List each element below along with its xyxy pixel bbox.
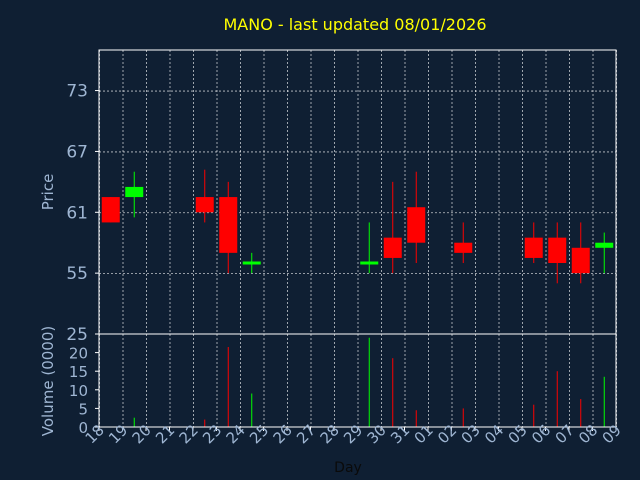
volume-tick-label: 5 [78, 400, 88, 418]
chart-title: MANO - last updated 08/01/2026 [223, 15, 486, 34]
x-tick-label: 02 [434, 421, 460, 447]
volume-tick-label: 15 [69, 363, 88, 381]
price-tick-label: 55 [66, 264, 88, 284]
candle-body [242, 261, 261, 265]
volume-axis-label: Volume (0000) [39, 326, 57, 436]
candle-body [595, 242, 614, 248]
x-axis-label: Day [334, 460, 362, 476]
x-tick-label: 30 [364, 421, 390, 447]
volume-tick-label: 0 [78, 419, 88, 437]
price-tick-label: 61 [66, 203, 88, 223]
x-tick-label: 26 [270, 421, 296, 447]
volume-tick-label: 20 [69, 345, 88, 363]
grid-layer [99, 50, 617, 427]
x-tick-label: 27 [293, 421, 319, 447]
price-axis-label: Price [39, 174, 57, 211]
price-tick-label: 67 [66, 142, 88, 162]
x-tick-label: 03 [458, 421, 484, 447]
x-tick-label: 06 [528, 421, 554, 447]
marks-layer [101, 169, 614, 427]
x-tick-label: 08 [575, 421, 601, 447]
x-tick-label: 05 [505, 421, 531, 447]
candle-body [407, 207, 426, 243]
candle-body [383, 237, 402, 258]
x-tick-label: 24 [223, 421, 249, 447]
x-tick-label: 19 [105, 421, 131, 447]
price-panel-frame [98, 49, 617, 335]
x-tick-label: 20 [129, 421, 155, 447]
x-tick-label: 22 [176, 421, 202, 447]
x-tick-label: 28 [317, 421, 343, 447]
candle-body [195, 197, 214, 213]
x-tick-label: 29 [340, 421, 366, 447]
candle-body [571, 247, 590, 274]
x-tick-label: 04 [481, 421, 507, 447]
x-tick-label: 23 [199, 421, 225, 447]
x-tick-label: 09 [599, 421, 625, 447]
candle-body [125, 186, 144, 198]
x-tick-label: 31 [387, 421, 413, 447]
candle-body [524, 237, 543, 258]
x-tick-label: 21 [152, 421, 178, 447]
x-tick-label: 01 [411, 421, 437, 447]
candle-body [360, 261, 379, 265]
volume-panel-frame [98, 333, 617, 428]
x-tick-label: 07 [552, 421, 578, 447]
candle-body [548, 237, 567, 263]
volume-tick-label: 25 [66, 325, 88, 345]
volume-tick-label: 10 [69, 382, 88, 400]
candle-body [219, 197, 238, 253]
candle-body [454, 242, 473, 253]
price-tick-label: 73 [66, 82, 88, 102]
x-tick-label: 25 [246, 421, 272, 447]
candle-body [101, 197, 120, 223]
